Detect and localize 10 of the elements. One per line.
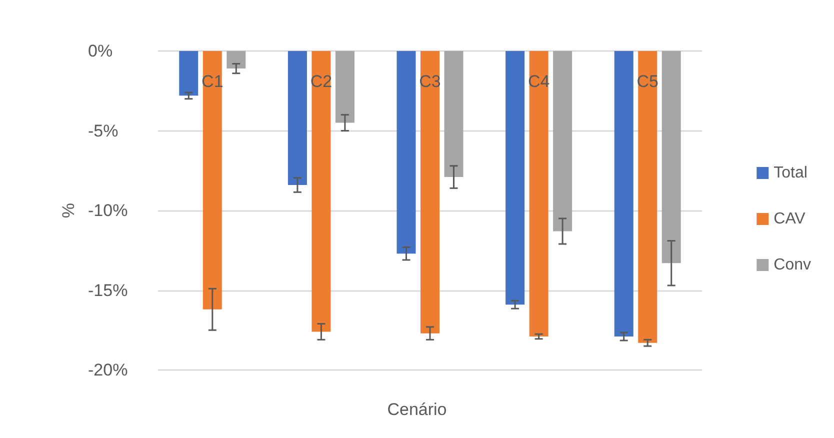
y-tick-label: -10%	[88, 201, 128, 220]
y-axis-title: %	[59, 202, 78, 218]
y-tick-label: -5%	[88, 121, 118, 140]
y-tick-label: -15%	[88, 280, 128, 300]
legend-label: Total	[774, 164, 808, 182]
x-axis-title: Cenário	[387, 400, 447, 419]
legend-label: CAV	[774, 210, 806, 228]
legend-label: Conv	[774, 256, 812, 274]
y-tick-label: 0%	[88, 42, 113, 60]
y-tick-label: -20%	[88, 360, 128, 380]
